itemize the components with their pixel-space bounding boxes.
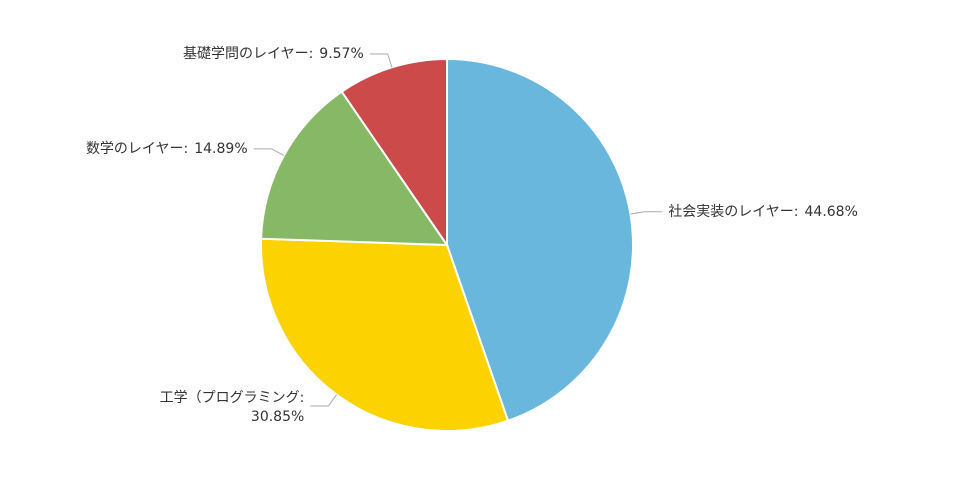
value-label: 44.68% bbox=[805, 204, 858, 220]
category-label: 社会実装のレイヤー: bbox=[668, 204, 798, 220]
pie-slice bbox=[260, 237, 510, 432]
leader-line bbox=[310, 394, 338, 407]
pie-slice bbox=[260, 90, 449, 247]
data-label: 数学のレイヤー: 14.89% bbox=[86, 141, 248, 157]
category-label: 基礎学問のレイヤー: bbox=[183, 45, 313, 62]
category-label: 工学（プログラミング: bbox=[160, 390, 305, 406]
data-label: 基礎学問のレイヤー: 9.57% bbox=[183, 45, 364, 62]
value-label: 14.89% bbox=[194, 141, 247, 157]
category-label: 数学のレイヤー: bbox=[86, 141, 188, 157]
value-label: 9.57% bbox=[319, 46, 363, 62]
data-label: 社会実装のレイヤー: 44.68% bbox=[668, 204, 858, 220]
data-label: 工学（プログラミング: 30.85% bbox=[160, 390, 305, 425]
leader-line bbox=[253, 148, 285, 157]
pie-slice bbox=[340, 57, 448, 249]
leader-line bbox=[630, 211, 663, 215]
pie-slice bbox=[446, 57, 634, 422]
leader-line bbox=[369, 53, 393, 68]
value-label: 30.85% bbox=[251, 409, 304, 425]
